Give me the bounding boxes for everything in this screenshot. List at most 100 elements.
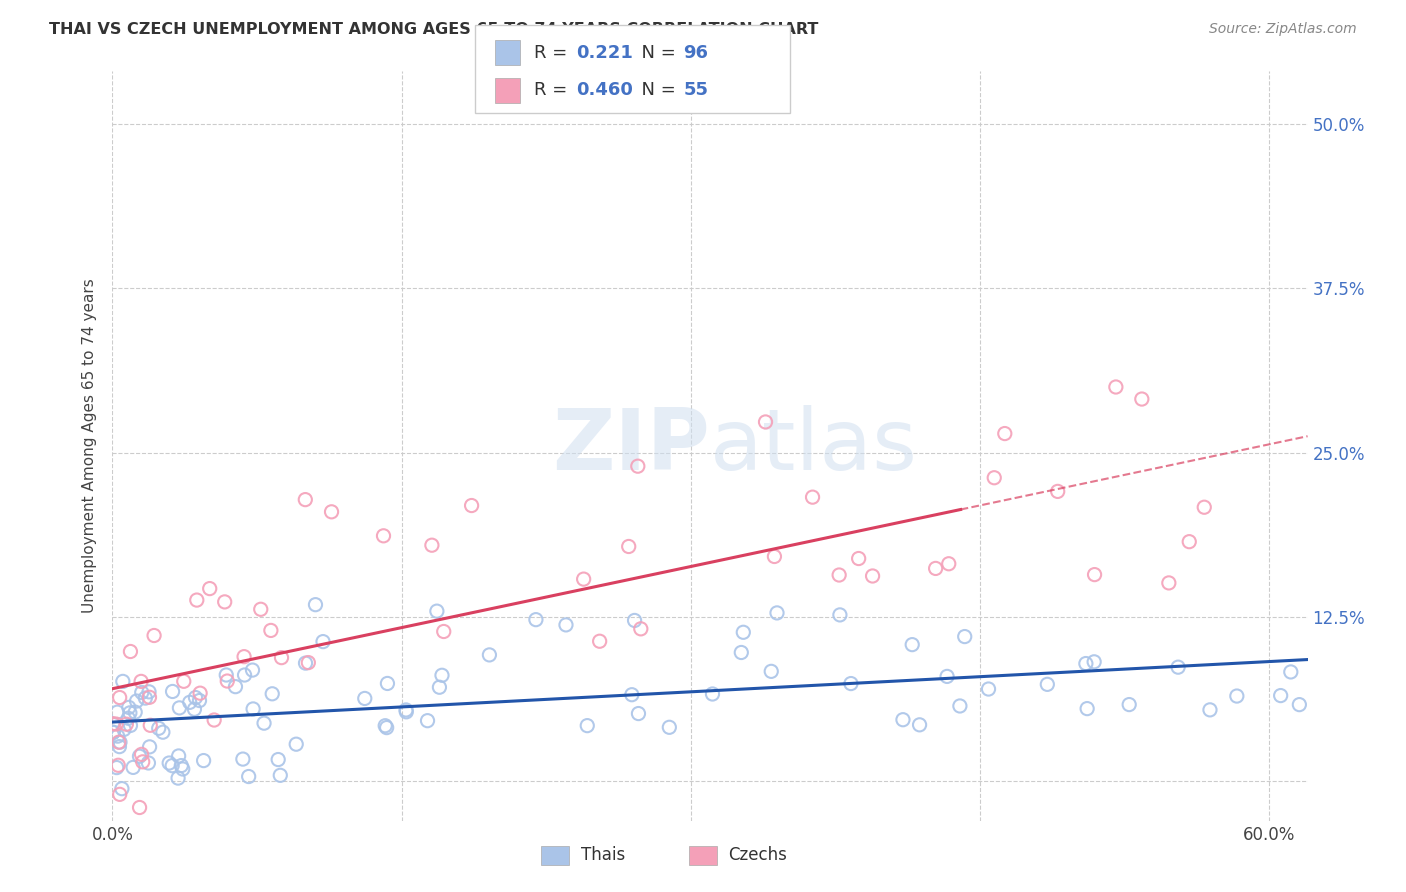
Point xyxy=(572,572,595,586)
Point xyxy=(321,505,343,519)
Point xyxy=(111,781,134,796)
Point xyxy=(374,719,396,733)
Point xyxy=(128,749,150,764)
Point xyxy=(108,739,131,754)
Point xyxy=(620,688,643,702)
Point xyxy=(375,721,398,735)
Point xyxy=(269,768,291,782)
Point xyxy=(630,622,652,636)
Point xyxy=(908,718,931,732)
Point xyxy=(761,665,783,679)
Point xyxy=(1083,655,1105,669)
Point xyxy=(138,756,160,770)
Point xyxy=(115,717,138,731)
Point xyxy=(138,739,160,754)
Point xyxy=(1194,500,1216,515)
Point xyxy=(184,690,207,705)
Point xyxy=(1130,392,1153,406)
Point xyxy=(395,705,418,719)
Point xyxy=(901,638,924,652)
Point xyxy=(242,702,264,716)
Point xyxy=(105,761,128,775)
Point xyxy=(134,691,156,706)
Point xyxy=(124,705,146,719)
Text: 55: 55 xyxy=(683,81,709,99)
Text: N =: N = xyxy=(630,44,682,62)
Point xyxy=(117,711,139,725)
Point xyxy=(949,698,972,713)
Point xyxy=(107,758,129,772)
Point xyxy=(253,716,276,731)
Point xyxy=(118,706,141,720)
Point xyxy=(658,720,681,734)
Point xyxy=(232,752,254,766)
Point xyxy=(105,705,128,719)
Point xyxy=(120,718,142,732)
Point xyxy=(242,663,264,677)
Point xyxy=(862,569,884,583)
Text: THAI VS CZECH UNEMPLOYMENT AMONG AGES 65 TO 74 YEARS CORRELATION CHART: THAI VS CZECH UNEMPLOYMENT AMONG AGES 65… xyxy=(49,22,818,37)
Point xyxy=(763,549,786,564)
Point xyxy=(167,771,190,785)
Point xyxy=(754,415,776,429)
Text: R =: R = xyxy=(534,44,574,62)
Point xyxy=(733,625,755,640)
Point xyxy=(627,459,650,474)
Point xyxy=(395,703,418,717)
Point xyxy=(285,737,308,751)
Point xyxy=(478,648,501,662)
Point xyxy=(108,735,131,749)
Point xyxy=(1036,677,1059,691)
Point xyxy=(214,595,236,609)
Point xyxy=(1118,698,1140,712)
Point xyxy=(129,674,152,689)
Point xyxy=(994,426,1017,441)
Point xyxy=(138,685,160,699)
Point xyxy=(183,702,205,716)
Point xyxy=(377,676,399,690)
Point xyxy=(766,606,789,620)
Point xyxy=(1046,484,1069,499)
Point xyxy=(1226,689,1249,703)
Text: N =: N = xyxy=(630,81,682,99)
Point xyxy=(983,471,1005,485)
Point xyxy=(270,650,292,665)
Point xyxy=(801,490,824,504)
Point xyxy=(433,624,456,639)
Point xyxy=(1279,665,1302,679)
Point xyxy=(938,557,960,571)
Point xyxy=(122,760,145,774)
Point xyxy=(304,598,326,612)
Text: 0.221: 0.221 xyxy=(576,44,633,62)
Point xyxy=(524,613,547,627)
Point xyxy=(101,716,124,731)
Point xyxy=(233,668,256,682)
Point xyxy=(103,725,125,739)
Point xyxy=(426,604,449,618)
Point xyxy=(294,492,316,507)
Point xyxy=(249,602,271,616)
Point xyxy=(373,529,395,543)
Point xyxy=(430,668,453,682)
Point xyxy=(131,685,153,699)
Point xyxy=(215,668,238,682)
Point xyxy=(148,721,170,735)
Text: 0.460: 0.460 xyxy=(576,81,633,99)
Point xyxy=(128,800,150,814)
Point xyxy=(143,628,166,642)
Point xyxy=(1076,701,1098,715)
Point xyxy=(1157,575,1180,590)
Point xyxy=(1083,567,1105,582)
Point xyxy=(702,687,724,701)
Point xyxy=(617,540,640,554)
Y-axis label: Unemployment Among Ages 65 to 74 years: Unemployment Among Ages 65 to 74 years xyxy=(82,278,97,614)
Text: Czechs: Czechs xyxy=(728,847,787,864)
Point xyxy=(294,656,316,670)
Point xyxy=(173,674,195,689)
Point xyxy=(828,607,851,622)
Text: Thais: Thais xyxy=(581,847,624,864)
Point xyxy=(112,723,135,737)
Point xyxy=(312,634,335,648)
Point xyxy=(238,770,260,784)
Point xyxy=(224,680,246,694)
